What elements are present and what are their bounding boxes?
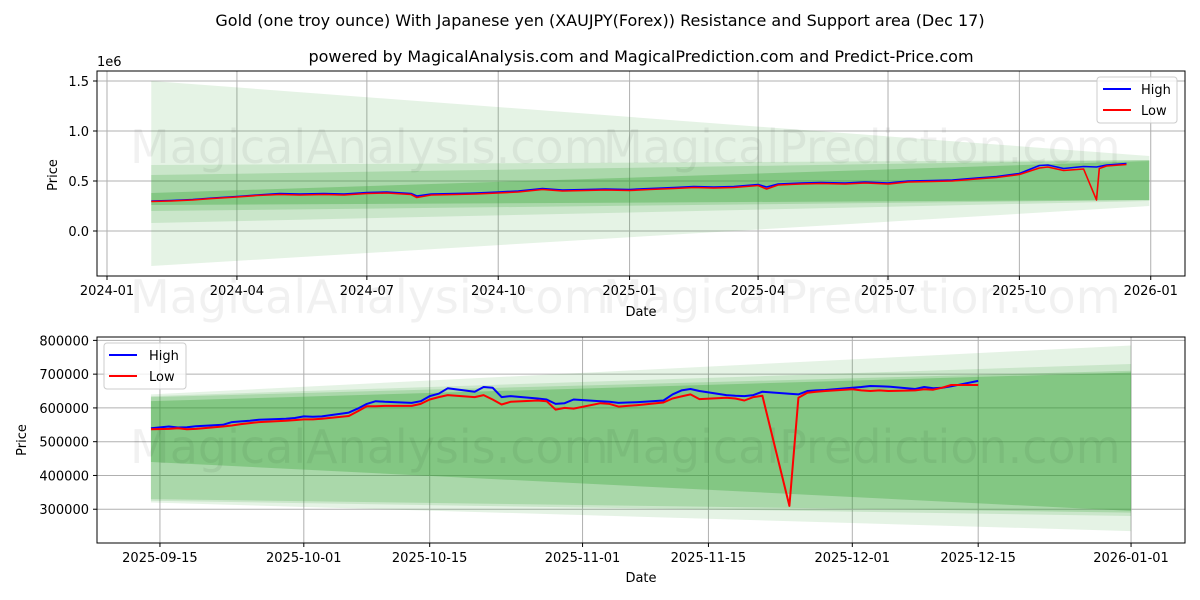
y-tick-label: 800000 (39, 334, 89, 349)
series-high-line (151, 162, 1127, 202)
x-tick-label: 2025-01 (602, 284, 656, 299)
watermark: MagicalAnalysis.com (130, 420, 609, 474)
bottom-chart-plot-area: MagicalAnalysis.comMagicalPrediction.com… (39, 334, 1186, 566)
series-low-line (150, 384, 979, 507)
support-resistance-band (150, 372, 1132, 511)
x-tick-label: 2025-12-15 (940, 551, 1016, 566)
support-resistance-band (151, 160, 1150, 223)
top-chart-legend: High Low (1096, 76, 1178, 124)
x-tick-label: 2025-09-15 (122, 551, 198, 566)
x-tick-label: 2025-11-15 (671, 551, 747, 566)
y-tick-label: 300000 (39, 503, 89, 518)
y-tick-label: 1.0 (68, 125, 89, 140)
x-tick-label: 2026-01 (1124, 284, 1178, 299)
bottom-chart-ylabel: Price (15, 424, 30, 456)
y-tick-label: 600000 (39, 402, 89, 417)
top-chart-ylabel: Price (46, 159, 61, 191)
legend-low-label: Low (149, 370, 175, 385)
legend-high-label: High (1141, 83, 1171, 98)
x-tick-label: 2025-10-15 (392, 551, 468, 566)
axes-frame (96, 336, 1186, 544)
axes-frame (96, 70, 1186, 277)
figure-title: Gold (one troy ounce) With Japanese yen … (215, 11, 984, 30)
watermark: MagicalPrediction.com (603, 270, 1121, 324)
top-chart-plot-area: MagicalAnalysis.comMagicalPrediction.com… (68, 70, 1186, 324)
x-tick-label: 2024-04 (210, 284, 264, 299)
watermark: MagicalPrediction.com (603, 120, 1121, 174)
x-tick-label: 2025-11-01 (545, 551, 621, 566)
x-tick-label: 2025-10 (992, 284, 1046, 299)
series-high-line (150, 379, 979, 430)
x-tick-label: 2024-07 (340, 284, 394, 299)
watermark: MagicalPrediction.com (603, 420, 1121, 474)
watermark: MagicalAnalysis.com (130, 270, 609, 324)
x-tick-label: 2025-12-01 (815, 551, 891, 566)
series-low-line (151, 163, 1127, 203)
y-tick-label: 700000 (39, 368, 89, 383)
legend-high-label: High (149, 349, 179, 364)
x-tick-label: 2024-10 (471, 284, 525, 299)
top-chart: powered by MagicalAnalysis.com and Magic… (46, 47, 1186, 324)
top-chart-xlabel: Date (625, 305, 656, 320)
support-resistance-band (150, 345, 1132, 532)
y-tick-label: 0.0 (68, 225, 89, 240)
y-tick-label: 0.5 (68, 175, 89, 190)
x-tick-label: 2025-10-01 (266, 551, 342, 566)
x-tick-label: 2024-01 (80, 284, 134, 299)
y-tick-label: 1.5 (68, 75, 89, 90)
top-chart-subtitle: powered by MagicalAnalysis.com and Magic… (308, 47, 973, 66)
bottom-chart-xlabel: Date (625, 571, 656, 586)
x-tick-label: 2025-04 (731, 284, 785, 299)
y-tick-label: 400000 (39, 469, 89, 484)
top-chart-y-offset: 1e6 (97, 55, 122, 70)
watermark: MagicalAnalysis.com (130, 120, 609, 174)
support-resistance-band (151, 81, 1150, 266)
bottom-chart-legend: High Low (103, 342, 187, 390)
bottom-chart: MagicalAnalysis.comMagicalPrediction.com… (15, 334, 1186, 586)
x-tick-label: 2026-01-01 (1093, 551, 1169, 566)
y-tick-label: 500000 (39, 436, 89, 451)
legend-low-label: Low (1141, 104, 1167, 119)
support-resistance-band (151, 160, 1150, 211)
x-tick-label: 2025-07 (861, 284, 915, 299)
